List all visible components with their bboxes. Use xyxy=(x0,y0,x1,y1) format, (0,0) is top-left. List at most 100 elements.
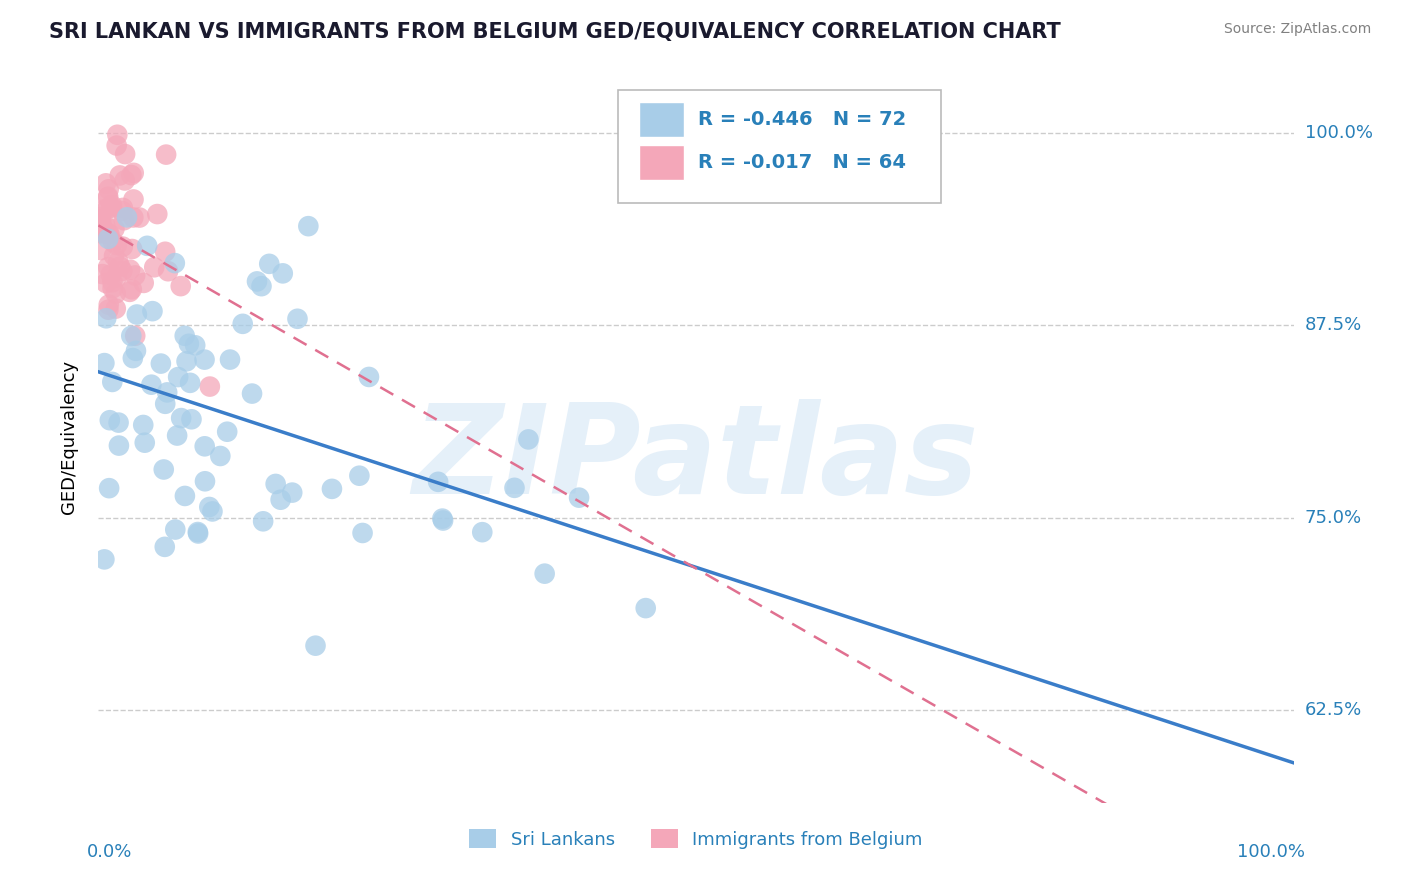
Point xyxy=(108,169,131,183)
Text: ZIPatlas: ZIPatlas xyxy=(413,399,979,519)
Point xyxy=(97,298,120,312)
Point xyxy=(152,462,174,476)
Point xyxy=(90,243,112,257)
Point xyxy=(128,211,150,225)
Point xyxy=(427,475,450,489)
Point xyxy=(503,481,526,495)
Point xyxy=(101,198,124,212)
FancyBboxPatch shape xyxy=(638,102,685,137)
Point xyxy=(96,202,118,217)
FancyBboxPatch shape xyxy=(638,145,685,179)
Point xyxy=(141,304,163,318)
Y-axis label: GED/Equivalency: GED/Equivalency xyxy=(59,360,77,514)
Point xyxy=(124,328,146,343)
Point xyxy=(270,492,292,507)
Text: R = -0.017   N = 64: R = -0.017 N = 64 xyxy=(699,153,907,171)
Point xyxy=(90,215,112,229)
Point xyxy=(121,242,143,256)
Point xyxy=(120,329,142,343)
Point xyxy=(97,232,120,246)
Point xyxy=(281,485,304,500)
Point xyxy=(118,285,141,299)
Point xyxy=(93,356,115,370)
Point xyxy=(105,128,128,142)
Point xyxy=(240,386,263,401)
Point xyxy=(103,221,125,235)
Point xyxy=(101,235,124,250)
Point xyxy=(155,147,177,161)
Point xyxy=(217,425,239,439)
Point xyxy=(194,475,217,489)
Point xyxy=(177,336,200,351)
Point xyxy=(98,413,121,427)
Point xyxy=(153,244,176,259)
Point xyxy=(357,370,380,384)
Point xyxy=(287,311,309,326)
Point xyxy=(153,540,176,554)
Point xyxy=(193,352,215,367)
Point xyxy=(246,274,269,288)
Point xyxy=(209,449,232,463)
Point xyxy=(122,211,145,225)
Point xyxy=(517,433,540,447)
Point xyxy=(97,302,120,317)
Point xyxy=(568,491,591,505)
Point xyxy=(176,354,198,368)
Point xyxy=(97,191,120,205)
Point xyxy=(103,249,125,263)
Point xyxy=(174,489,197,503)
Point xyxy=(101,281,124,295)
Point xyxy=(634,601,657,615)
Point xyxy=(101,275,124,289)
Point xyxy=(271,266,294,280)
Point xyxy=(115,211,138,225)
Point xyxy=(170,411,193,425)
Point xyxy=(97,189,120,203)
Point xyxy=(98,481,121,495)
Point xyxy=(114,147,136,161)
Point xyxy=(297,219,319,234)
Point xyxy=(533,566,555,581)
Point xyxy=(111,264,134,278)
Point xyxy=(219,352,242,367)
Point xyxy=(100,268,122,282)
Point xyxy=(349,468,371,483)
Point xyxy=(149,357,172,371)
Point xyxy=(187,526,209,541)
Point xyxy=(114,173,136,187)
Point xyxy=(94,227,117,241)
Point xyxy=(471,525,494,540)
Text: 75.0%: 75.0% xyxy=(1305,509,1362,527)
Point xyxy=(141,377,163,392)
Point xyxy=(94,276,117,290)
Point xyxy=(101,201,124,215)
Point xyxy=(187,524,209,539)
Point xyxy=(97,260,120,274)
Point xyxy=(198,500,221,514)
Point xyxy=(101,375,124,389)
Point xyxy=(264,477,287,491)
Point xyxy=(111,201,134,215)
Text: 100.0%: 100.0% xyxy=(1237,843,1306,861)
Point xyxy=(105,138,128,153)
Point xyxy=(163,256,186,270)
Point xyxy=(166,428,188,442)
Point xyxy=(94,202,117,216)
Text: 62.5%: 62.5% xyxy=(1305,701,1362,720)
Point xyxy=(91,267,114,281)
Point xyxy=(94,177,117,191)
Point xyxy=(94,219,117,233)
Point xyxy=(173,328,195,343)
Point xyxy=(432,511,454,525)
Point xyxy=(352,526,374,541)
Point xyxy=(170,279,193,293)
Point xyxy=(90,212,112,227)
Point xyxy=(108,260,131,274)
Text: 100.0%: 100.0% xyxy=(1305,124,1372,142)
Point xyxy=(252,514,274,528)
Point xyxy=(146,207,169,221)
Point xyxy=(121,351,143,365)
Point xyxy=(107,254,129,268)
Point xyxy=(121,282,143,296)
Text: 0.0%: 0.0% xyxy=(87,843,132,861)
